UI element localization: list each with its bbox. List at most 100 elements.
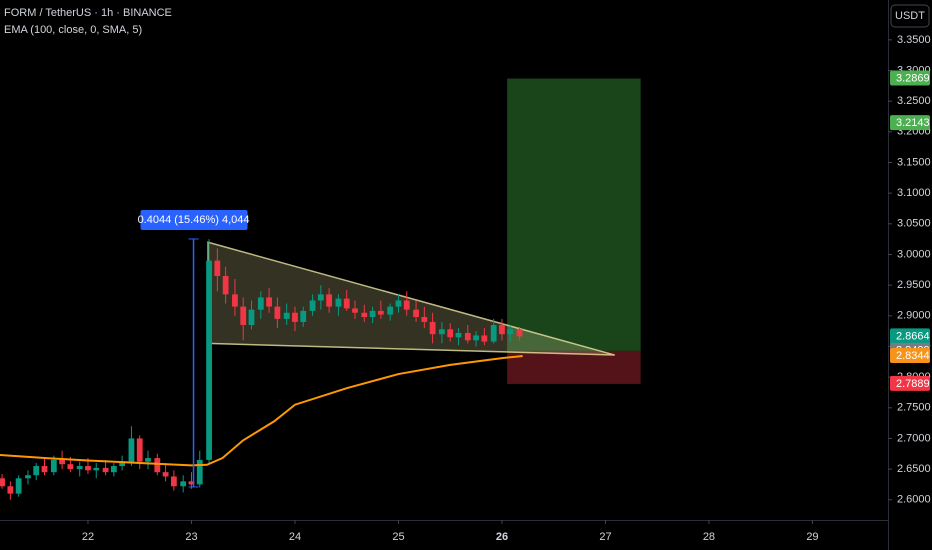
price-label: 2.8664 (896, 330, 930, 342)
candle-body (7, 486, 14, 494)
x-tick-label: 26 (496, 531, 508, 543)
stop-zone (507, 350, 641, 384)
y-tick-label: 3.0000 (897, 248, 931, 260)
candle-body (309, 300, 316, 311)
candle-body (232, 294, 238, 307)
candle-body (387, 306, 394, 315)
currency-button[interactable] (890, 4, 930, 28)
price-label: 2.7889 (896, 378, 930, 390)
y-tick-label: 3.1500 (897, 156, 931, 168)
candle-body (377, 310, 384, 315)
candle-body (162, 472, 169, 477)
candle-body (170, 476, 177, 487)
candle-body (25, 475, 31, 479)
candle-body (196, 459, 203, 485)
candle-body (413, 309, 419, 318)
candle-body (343, 298, 350, 309)
candle-body (145, 458, 151, 462)
candle-body (300, 310, 307, 322)
candle-body (50, 459, 57, 473)
candle-body (481, 335, 488, 342)
candle-body (274, 306, 281, 319)
y-tick-label: 3.1000 (897, 187, 931, 199)
candle-body (326, 294, 333, 307)
candle-body (76, 466, 83, 470)
candle-body (33, 466, 40, 476)
price-label: 3.2869 (896, 72, 930, 84)
candle-body (154, 458, 161, 473)
candle-body (41, 466, 48, 473)
x-tick-label: 28 (703, 531, 715, 543)
candle-body (403, 300, 410, 310)
x-tick-label: 29 (806, 531, 818, 543)
price-label-box (890, 115, 930, 131)
y-tick-label: 3.2500 (897, 95, 931, 107)
candle-body (119, 462, 126, 467)
candle-body (240, 306, 247, 325)
candle-body (59, 459, 65, 465)
candle-body (361, 312, 368, 318)
measure-label: 0.4044 (15.46%) 4,044 (138, 214, 250, 226)
y-tick-label: 2.9500 (897, 279, 931, 291)
candle-body (421, 317, 428, 322)
price-label: 3.2143 (896, 117, 930, 129)
candle-body (110, 466, 117, 473)
candle-body (248, 309, 255, 325)
candle-body (352, 308, 358, 313)
y-tick-label: 3.0500 (897, 218, 931, 230)
candle-body (128, 438, 135, 463)
candle-body (464, 332, 471, 341)
candle-body (335, 298, 342, 307)
candle-body (67, 464, 74, 470)
x-tick-label: 23 (185, 531, 197, 543)
indicator-label: EMA (100, close, 0, SMA, 5) (4, 24, 142, 36)
chart-title: FORM / TetherUS · 1h · BINANCE (4, 7, 172, 19)
measure-label-box (140, 209, 248, 230)
candle-body (266, 297, 272, 307)
candle-body (490, 325, 497, 342)
candle-body (180, 481, 187, 487)
candle-body (455, 332, 462, 338)
candle-body (257, 297, 264, 310)
candle-body (507, 329, 514, 335)
y-tick-label: 3.3500 (897, 34, 931, 46)
candle-body (214, 260, 221, 276)
candle-body (15, 478, 22, 494)
candle-body (473, 335, 479, 341)
candle-body (0, 478, 5, 487)
candle-body (222, 275, 229, 295)
ema-line (0, 355, 523, 467)
currency-button-label[interactable]: USDT (895, 10, 925, 22)
candle-body (369, 310, 376, 318)
candle-body (317, 294, 324, 301)
target-zone (507, 78, 641, 351)
candle-body (206, 260, 212, 460)
x-tick-label: 25 (392, 531, 404, 543)
candle-body (439, 329, 445, 335)
x-tick-label: 24 (289, 531, 301, 543)
y-tick-label: 2.7000 (897, 432, 931, 444)
candle-body (102, 467, 109, 473)
x-tick-label: 22 (82, 531, 94, 543)
candle-body (283, 312, 290, 319)
price-label-box (890, 348, 930, 364)
candle-body (85, 466, 91, 471)
y-tick-label: 2.6500 (897, 463, 931, 475)
candle-body (499, 325, 505, 335)
candle-body (93, 467, 100, 471)
y-tick-label: 2.9000 (897, 310, 931, 322)
candle-body (429, 321, 436, 335)
candle-body (395, 300, 402, 307)
candle-body (447, 329, 454, 338)
candle-body (188, 481, 195, 485)
candle-body (516, 329, 523, 337)
y-tick-label: 2.7500 (897, 402, 931, 414)
y-tick-label: 2.6000 (897, 494, 931, 506)
candle-body (136, 438, 143, 462)
price-label-box (890, 375, 930, 391)
price-label: 2.8344 (896, 350, 930, 362)
candle-body (292, 312, 298, 322)
price-label-box (890, 70, 930, 86)
